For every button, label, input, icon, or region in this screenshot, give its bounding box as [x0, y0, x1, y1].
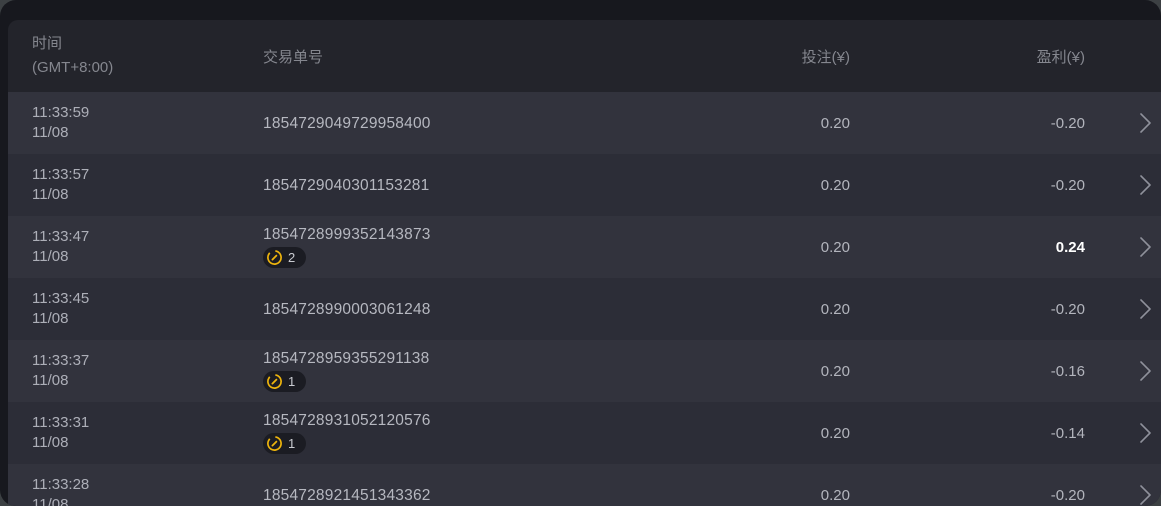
- row-detail-arrow[interactable]: [1085, 422, 1161, 444]
- row-date: 11/08: [32, 372, 69, 389]
- transaction-id: 1854728921451343362: [263, 486, 431, 504]
- row-time: 11:33:45: [32, 290, 90, 307]
- profit-amount: -0.20: [1050, 486, 1085, 504]
- profit-amount: -0.20: [1050, 114, 1085, 132]
- header-timezone-label: (GMT+8:00): [32, 59, 114, 76]
- header-profit: 盈利(¥): [1036, 48, 1085, 66]
- profit-amount: -0.16: [1050, 362, 1085, 380]
- row-date: 11/08: [32, 310, 69, 327]
- header-time: 时间 (GMT+8:00): [8, 32, 263, 80]
- header-transaction: 交易单号: [263, 48, 324, 66]
- bet-amount: 0.20: [820, 362, 850, 380]
- chevron-right-icon: [1140, 361, 1151, 381]
- row-date: 11/08: [32, 496, 69, 506]
- row-time: 11:33:47: [32, 228, 90, 245]
- transaction-id: 1854728999352143873: [263, 225, 431, 243]
- transaction-cell: 1854728959355291138 1: [263, 349, 730, 394]
- limbo-game-icon: [267, 435, 282, 451]
- time-cell: 11:33:57 11/08: [8, 165, 263, 205]
- bet-amount: 0.20: [820, 300, 850, 318]
- row-time: 11:33:31: [32, 414, 90, 431]
- transaction-cell: 1854729040301153281: [263, 176, 730, 195]
- row-date: 11/08: [32, 434, 69, 451]
- header-time-label: 时间: [32, 35, 63, 52]
- table-row[interactable]: 11:33:37 11/08 1854728959355291138 1 0.2…: [8, 340, 1161, 402]
- table-row[interactable]: 11:33:45 11/08 1854728990003061248 0.20 …: [8, 278, 1161, 340]
- table-header-row: 时间 (GMT+8:00) 交易单号 投注(¥) 盈利(¥): [8, 20, 1161, 92]
- bet-history-table: 时间 (GMT+8:00) 交易单号 投注(¥) 盈利(¥) 11:33:59 …: [8, 20, 1161, 506]
- table-body: 11:33:59 11/08 1854729049729958400 0.20 …: [8, 92, 1161, 506]
- row-time: 11:33:57: [32, 166, 90, 183]
- bet-amount: 0.20: [820, 424, 850, 442]
- table-row[interactable]: 11:33:31 11/08 1854728931052120576 1 0.2…: [8, 402, 1161, 464]
- round-count: 1: [288, 373, 296, 389]
- time-cell: 11:33:37 11/08: [8, 351, 263, 391]
- time-cell: 11:33:47 11/08: [8, 227, 263, 267]
- row-detail-arrow[interactable]: [1085, 360, 1161, 382]
- time-cell: 11:33:28 11/08: [8, 475, 263, 506]
- transaction-id: 1854728931052120576: [263, 411, 431, 429]
- row-detail-arrow[interactable]: [1085, 112, 1161, 134]
- chevron-right-icon: [1140, 299, 1151, 319]
- time-cell: 11:33:31 11/08: [8, 413, 263, 453]
- row-date: 11/08: [32, 124, 69, 141]
- limbo-game-icon: [267, 373, 282, 389]
- row-time: 11:33:59: [32, 104, 90, 121]
- transaction-cell: 1854728921451343362: [263, 486, 730, 505]
- round-count: 2: [288, 249, 296, 265]
- row-detail-arrow[interactable]: [1085, 236, 1161, 258]
- profit-amount: -0.20: [1050, 300, 1085, 318]
- limbo-game-icon: [267, 249, 282, 265]
- round-count-badge: 1: [263, 432, 307, 454]
- time-cell: 11:33:59 11/08: [8, 103, 263, 143]
- chevron-right-icon: [1140, 423, 1151, 443]
- bet-amount: 0.20: [820, 114, 850, 132]
- bet-amount: 0.20: [820, 176, 850, 194]
- round-count-badge: 1: [263, 370, 307, 392]
- row-detail-arrow[interactable]: [1085, 298, 1161, 320]
- time-cell: 11:33:45 11/08: [8, 289, 263, 329]
- chevron-right-icon: [1140, 237, 1151, 257]
- transaction-cell: 1854728999352143873 2: [263, 225, 730, 270]
- transaction-id: 1854728959355291138: [263, 349, 430, 367]
- row-time: 11:33:28: [32, 476, 90, 493]
- round-count: 1: [288, 435, 296, 451]
- table-row[interactable]: 11:33:47 11/08 1854728999352143873 2 0.2…: [8, 216, 1161, 278]
- round-count-badge: 2: [263, 246, 307, 268]
- transaction-cell: 1854729049729958400: [263, 114, 730, 133]
- table-row[interactable]: 11:33:59 11/08 1854729049729958400 0.20 …: [8, 92, 1161, 154]
- header-bet: 投注(¥): [801, 48, 850, 66]
- profit-amount: 0.24: [1055, 238, 1085, 256]
- row-detail-arrow[interactable]: [1085, 174, 1161, 196]
- profit-amount: -0.14: [1050, 424, 1085, 442]
- chevron-right-icon: [1140, 485, 1151, 505]
- row-time: 11:33:37: [32, 352, 90, 369]
- profit-amount: -0.20: [1050, 176, 1085, 194]
- transaction-id: 1854728990003061248: [263, 300, 431, 318]
- transaction-id: 1854729040301153281: [263, 176, 430, 194]
- row-date: 11/08: [32, 186, 69, 203]
- table-row[interactable]: 11:33:28 11/08 1854728921451343362 0.20 …: [8, 464, 1161, 506]
- chevron-right-icon: [1140, 113, 1151, 133]
- transaction-cell: 1854728931052120576 1: [263, 411, 730, 456]
- bet-amount: 0.20: [820, 238, 850, 256]
- row-detail-arrow[interactable]: [1085, 484, 1161, 506]
- transaction-id: 1854729049729958400: [263, 114, 431, 132]
- chevron-right-icon: [1140, 175, 1151, 195]
- table-row[interactable]: 11:33:57 11/08 1854729040301153281 0.20 …: [8, 154, 1161, 216]
- transaction-cell: 1854728990003061248: [263, 300, 730, 319]
- bet-amount: 0.20: [820, 486, 850, 504]
- row-date: 11/08: [32, 248, 69, 265]
